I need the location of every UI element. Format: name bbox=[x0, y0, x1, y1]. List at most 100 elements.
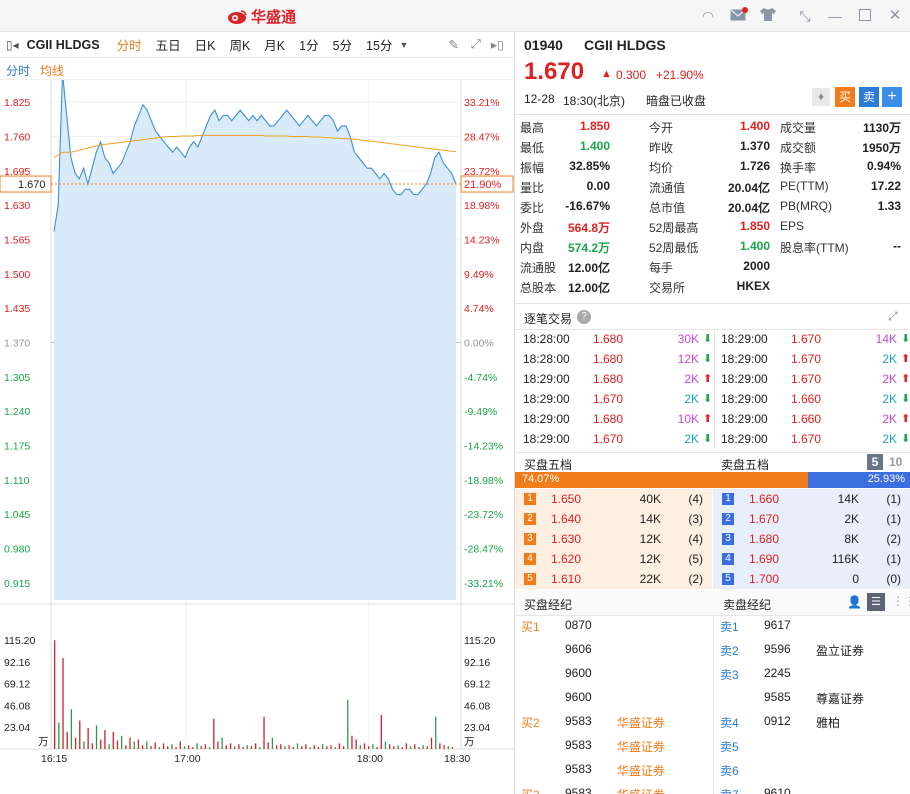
buy-button[interactable]: 买 bbox=[835, 87, 855, 107]
mail-icon[interactable] bbox=[729, 7, 748, 25]
down-arrow-icon: ⬇ bbox=[703, 353, 713, 365]
y-tick-label: 1.500 bbox=[4, 269, 30, 281]
last-price: 1.670 bbox=[524, 58, 585, 85]
ask-level-badge: 1 bbox=[722, 493, 734, 505]
expand-ticks-icon[interactable]: ⤢ bbox=[888, 309, 898, 323]
volume-bar bbox=[204, 744, 207, 749]
bid-volume: 22K bbox=[639, 572, 661, 586]
ask-volume: 14K bbox=[837, 492, 859, 506]
volume-bar bbox=[355, 739, 357, 749]
brokers-divider bbox=[713, 616, 714, 794]
volume-bar bbox=[192, 747, 194, 749]
current-price-box bbox=[0, 175, 52, 193]
volume-bar bbox=[443, 745, 445, 749]
tab-daily[interactable]: 日K bbox=[194, 39, 216, 53]
level-10-button: 10 bbox=[889, 455, 903, 469]
fullscreen-icon[interactable]: ⤢ bbox=[470, 37, 481, 51]
pen-icon[interactable]: ✎ bbox=[448, 38, 459, 52]
volume-bar bbox=[183, 746, 186, 749]
volume-bar bbox=[414, 744, 416, 749]
tab-monthly[interactable]: 月K bbox=[264, 39, 286, 53]
tick-time: 18:29:00 bbox=[721, 412, 768, 426]
stat-value: HKEX bbox=[736, 279, 770, 293]
tab-weekly[interactable]: 周K bbox=[229, 39, 251, 53]
volume-bar bbox=[108, 744, 110, 749]
stat-label: EPS bbox=[780, 219, 805, 233]
broker-name: 华盛证券 bbox=[617, 716, 666, 730]
bid-ratio-label: 74.07% bbox=[522, 473, 560, 485]
tick-time: 18:29:00 bbox=[721, 392, 768, 406]
tab-1min[interactable]: 1分 bbox=[299, 39, 319, 53]
bid-level: 5 1.610 22K (2) bbox=[515, 569, 712, 589]
volume-bar bbox=[179, 741, 181, 749]
close-icon[interactable]: ✕ bbox=[888, 7, 902, 24]
pct-tick-label: 9.49% bbox=[464, 269, 494, 281]
tab-5day[interactable]: 五日 bbox=[155, 39, 181, 53]
collapse-icon[interactable]: ▯◂ bbox=[6, 37, 19, 52]
volume-bar bbox=[196, 743, 198, 749]
pct-tick-label: 23.72% bbox=[464, 166, 500, 178]
volume-bar bbox=[380, 714, 382, 749]
volume-bar bbox=[255, 743, 257, 749]
stat-value: 1.850 bbox=[579, 119, 610, 133]
expand-icon[interactable]: ▸▯ bbox=[490, 38, 505, 52]
minimize-icon[interactable]: — bbox=[828, 8, 842, 24]
down-arrow-icon: ⬇ bbox=[901, 433, 910, 445]
volume-tick-label: 115.20 bbox=[4, 635, 35, 647]
volume-bar bbox=[171, 744, 173, 749]
volume-bar bbox=[158, 747, 160, 749]
volume-bar bbox=[418, 747, 420, 749]
volume-unit: 万 bbox=[38, 736, 49, 748]
stat-label: 最低 bbox=[520, 141, 545, 155]
maximize-icon[interactable] bbox=[856, 7, 874, 25]
subtab-minute[interactable]: 分时 bbox=[6, 64, 31, 78]
stat-label: 52周最低 bbox=[649, 241, 699, 255]
alert-bell-icon[interactable]: ♦ bbox=[812, 88, 830, 106]
volume-bar bbox=[208, 747, 211, 749]
volume-bar bbox=[66, 731, 68, 749]
bid-price: 1.620 bbox=[551, 552, 582, 566]
x-tick-label: 17:00 bbox=[174, 753, 200, 765]
volume-bar bbox=[246, 745, 248, 749]
volume-bar bbox=[242, 747, 244, 749]
tab-15min[interactable]: 15分 bbox=[366, 39, 393, 53]
broker-level: 卖1 bbox=[720, 620, 739, 634]
volume-bar bbox=[296, 743, 299, 749]
restore-icon[interactable]: ⤡ bbox=[799, 8, 811, 24]
tab-minute[interactable]: 分时 bbox=[116, 39, 142, 53]
volume-bar bbox=[250, 746, 253, 749]
tick-volume: 2K bbox=[882, 372, 897, 386]
person-icon[interactable]: 👤 bbox=[847, 595, 862, 609]
list-view-icon[interactable]: ☰ bbox=[867, 593, 885, 611]
tab-5min[interactable]: 5分 bbox=[332, 39, 353, 53]
tick-time: 18:29:00 bbox=[721, 432, 768, 446]
broker-id: 9606 bbox=[565, 642, 592, 656]
price-change: 0.300 bbox=[616, 68, 647, 82]
stat-label: 交易所 bbox=[649, 281, 686, 295]
bid-level-badge: 5 bbox=[524, 573, 536, 585]
bid-level-badge: 2 bbox=[524, 513, 536, 525]
add-watchlist-icon[interactable]: + bbox=[882, 87, 902, 107]
ask-level-badge: 2 bbox=[722, 513, 734, 525]
bid-level-badge: 4 bbox=[524, 553, 536, 565]
stat-value: 12.00亿 bbox=[567, 281, 610, 295]
headset-icon[interactable]: ◠ bbox=[701, 8, 715, 24]
stat-label: 总市值 bbox=[649, 201, 686, 215]
tick-volume: 30K bbox=[677, 332, 699, 346]
broker-level: 买3 bbox=[521, 786, 540, 794]
volume-bar bbox=[334, 747, 336, 749]
help-icon[interactable]: ? bbox=[577, 310, 591, 324]
stat-label: 委比 bbox=[520, 201, 545, 215]
broker-level: 卖3 bbox=[720, 668, 739, 682]
stat-value: 1.400 bbox=[579, 139, 610, 153]
bid-level: 3 1.630 12K (4) bbox=[515, 529, 712, 549]
sell-button[interactable]: 卖 bbox=[859, 87, 879, 107]
volume-bar bbox=[146, 741, 148, 749]
volume-tick-label-right: 92.16 bbox=[464, 657, 490, 669]
grid-view-icon[interactable]: ⋮⋮ bbox=[892, 594, 910, 608]
chevron-down-icon[interactable]: ▼ bbox=[399, 39, 409, 50]
x-tick-label: 16:15 bbox=[41, 753, 67, 765]
skin-icon[interactable] bbox=[759, 7, 777, 25]
subtab-average[interactable]: 均线 bbox=[40, 64, 65, 78]
ticks-divider bbox=[714, 330, 715, 450]
